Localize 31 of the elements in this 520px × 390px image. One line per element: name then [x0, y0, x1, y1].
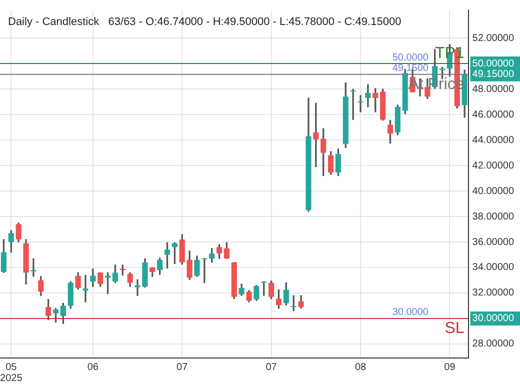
- annotation: 30.0000: [392, 307, 429, 318]
- annotation: 50.0000: [392, 52, 429, 64]
- annotation: 49.1500: [392, 63, 429, 74]
- y-tick-label: 38.00000: [472, 211, 514, 222]
- x-tick-label: 05: [6, 362, 18, 373]
- y-tick-label: 48.00000: [472, 84, 514, 95]
- text: Daily - Candlestick 63/63 - O:46.74000 - H:49.50000 - L:45.78000 - C:49.15000: [8, 16, 402, 28]
- y-tick-label: 34.00000: [472, 262, 514, 274]
- y-tick-label: 49.15000: [472, 69, 514, 80]
- candlestick: [358, 95, 364, 112]
- y-tick-label: 50.00000: [472, 58, 514, 70]
- candlestick: [365, 84, 371, 108]
- candlestick: [350, 88, 356, 120]
- y-tick-label: 42.00000: [472, 160, 514, 172]
- x-tick-label: 07: [266, 362, 278, 373]
- y-tick-label: 44.00000: [472, 134, 514, 146]
- y-tick-label: 36.00000: [472, 236, 514, 248]
- y-tick-label: 52.00000: [472, 32, 514, 44]
- y-tick-label: 30.00000: [472, 313, 514, 324]
- candlestick: [82, 274, 88, 302]
- y-tick-label: 32.00000: [472, 288, 514, 299]
- x-tick-label: 06: [87, 362, 99, 373]
- x-tick-label: 09: [444, 362, 456, 373]
- y-tick-label: 40.00000: [472, 186, 514, 197]
- candlestick: [30, 258, 36, 277]
- ref-line-label: SL: [444, 320, 464, 337]
- x-tick-label: 08: [354, 362, 367, 373]
- text: 2025: [0, 372, 23, 384]
- x-tick-label: 07: [176, 362, 188, 373]
- y-tick-label: 28.00000: [472, 338, 514, 350]
- y-tick-label: 46.00000: [472, 109, 514, 120]
